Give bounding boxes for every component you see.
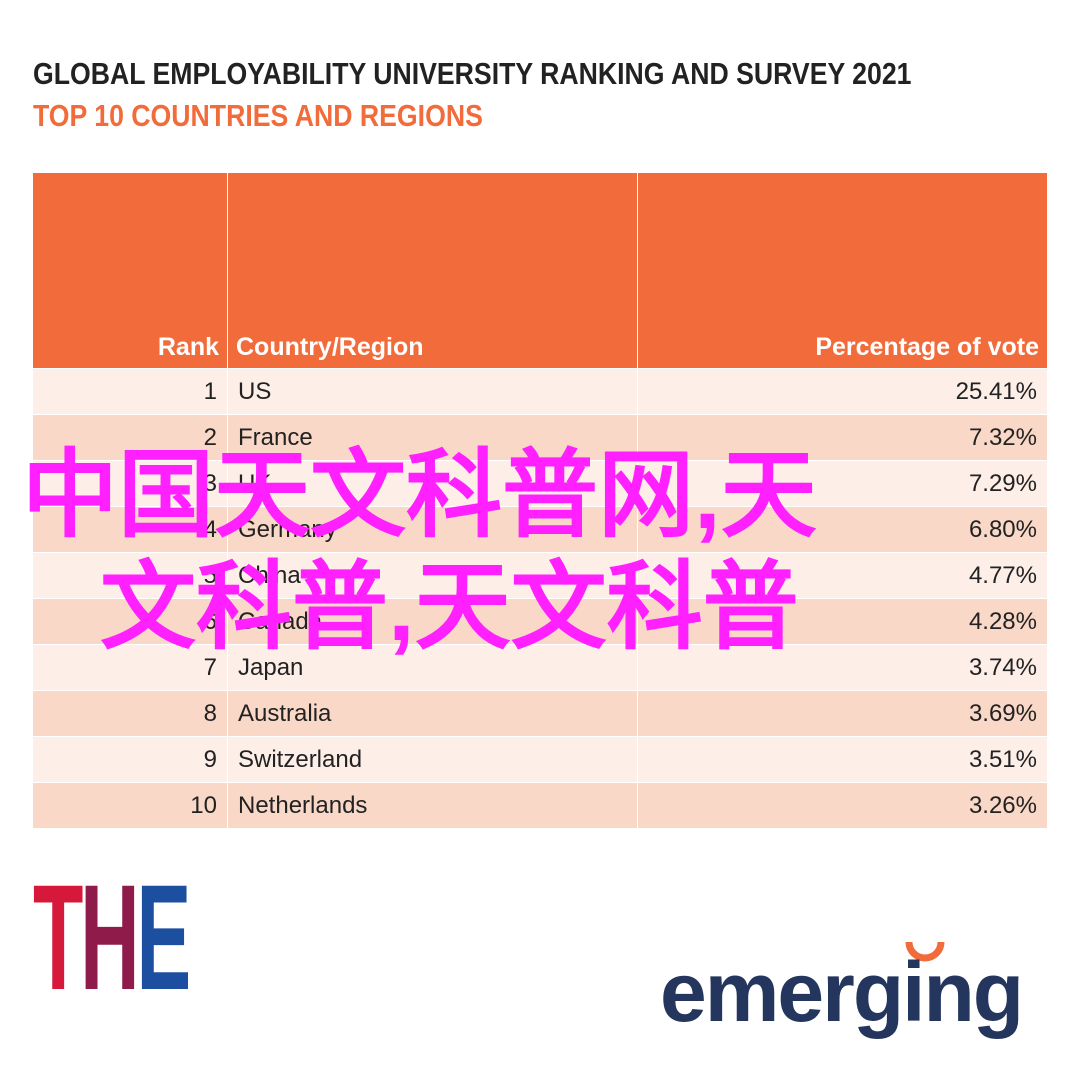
column-header: Percentage of vote: [638, 173, 1047, 368]
rank-cell: 4: [33, 506, 227, 552]
the-logo: THE: [33, 853, 191, 1021]
country-cell: US: [228, 368, 637, 414]
country-cell: Australia: [228, 690, 637, 736]
rank-cell: 1: [33, 368, 227, 414]
watermark-line: 中国天文科普网,天: [22, 442, 817, 549]
emerging-arc: [905, 941, 945, 962]
watermark-line: 文科普,天文科普: [100, 554, 799, 661]
country-cell: Canada: [228, 598, 637, 644]
country-cell: UK: [228, 460, 637, 506]
rank-cell: 10: [33, 782, 227, 828]
percent-cell: 3.26%: [638, 782, 1047, 828]
percent-cell: 6.80%: [638, 506, 1047, 552]
percent-cell: 4.77%: [638, 552, 1047, 598]
rank-cell: 5: [33, 552, 227, 598]
percent-cell: 4.28%: [638, 598, 1047, 644]
percent-cell: 25.41%: [638, 368, 1047, 414]
country-cell: China: [228, 552, 637, 598]
column-header: Country/Region: [228, 173, 637, 368]
rank-cell: 8: [33, 690, 227, 736]
rank-cell: 2: [33, 414, 227, 460]
title: GLOBAL EMPLOYABILITY UNIVERSITY RANKING …: [33, 56, 912, 91]
ranking-table: Rank Country/Region Percentage of vote 1 US 2…: [33, 173, 1047, 830]
rank-cell: 7: [33, 644, 227, 690]
country-cell: Germany: [228, 506, 637, 552]
watermark: 中国天文科普网,天 文科普,天文科普: [0, 440, 1080, 664]
country-cell: Switzerland: [228, 736, 637, 782]
rank-cell: 9: [33, 736, 227, 782]
percent-cell: 3.74%: [638, 644, 1047, 690]
rank-cell: 3: [33, 460, 227, 506]
emerging-logo: emerging: [660, 945, 1024, 1039]
percent-cell: 7.32%: [638, 414, 1047, 460]
country-cell: France: [228, 414, 637, 460]
percent-cell: 3.51%: [638, 736, 1047, 782]
subtitle: TOP 10 COUNTRIES AND REGIONS: [33, 98, 483, 133]
percent-cell: 3.69%: [638, 690, 1047, 736]
column-header: Rank: [33, 173, 227, 368]
percent-cell: 7.29%: [638, 460, 1047, 506]
country-cell: Japan: [228, 644, 637, 690]
country-cell: Netherlands: [228, 782, 637, 828]
rank-cell: 6: [33, 598, 227, 644]
